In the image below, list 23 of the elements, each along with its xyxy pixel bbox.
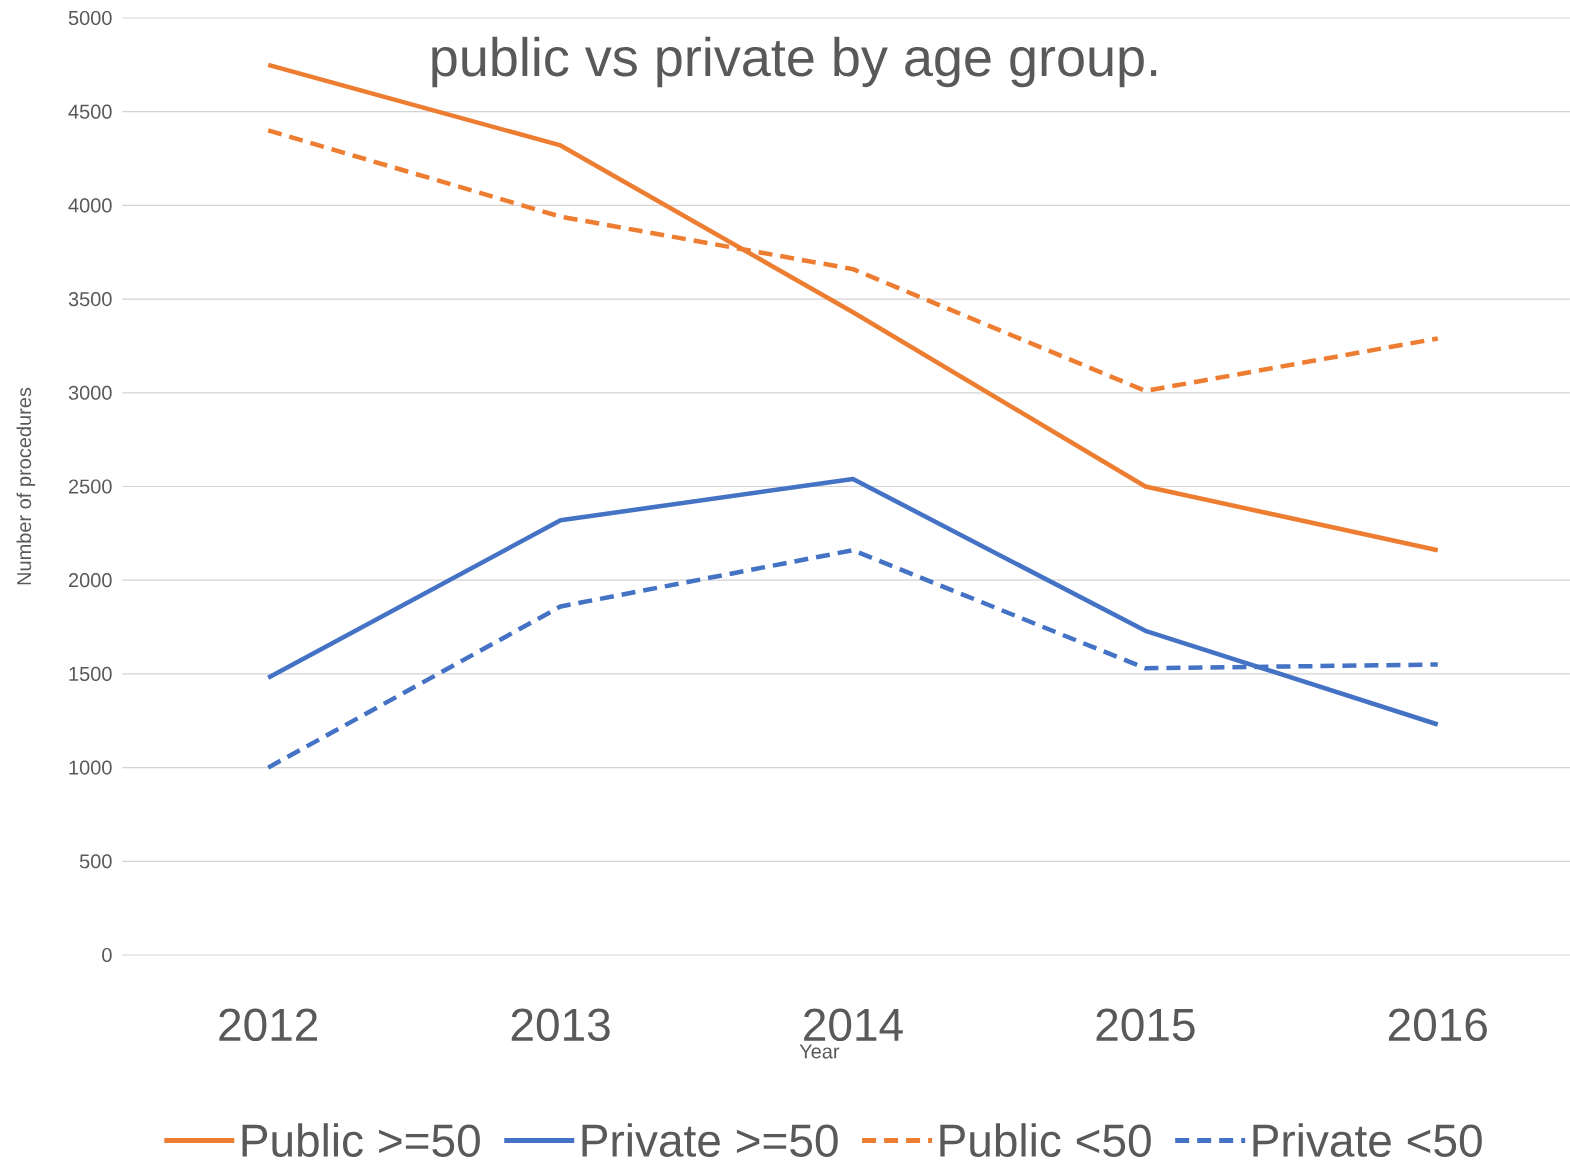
x-tick-label: 2014 — [804, 1008, 903, 1042]
x-tick-label: 2015 — [1096, 1008, 1195, 1042]
y-tick-label: 3000 — [68, 385, 112, 400]
y-tick-label: 4500 — [68, 104, 112, 119]
x-tick-label: 2013 — [511, 1008, 610, 1042]
x-tick-label: 2016 — [1388, 1008, 1487, 1042]
y-axis-title: Number of procedures — [16, 387, 36, 585]
legend-label: Private <50 — [1253, 1123, 1482, 1157]
y-tick-label: 5000 — [68, 10, 112, 26]
y-tick-label: 2500 — [68, 479, 112, 494]
y-tick-label: 1000 — [69, 760, 112, 775]
legend-label: Public >=50 — [242, 1123, 480, 1157]
x-axis-title: Year — [799, 1044, 840, 1059]
legend-label: Private >=50 — [582, 1123, 838, 1157]
legend-label: Public <50 — [940, 1123, 1151, 1157]
y-tick-label: 4000 — [68, 198, 112, 213]
chart-title: public vs private by age group. — [432, 36, 1157, 88]
y-tick-label: 1500 — [69, 666, 112, 681]
y-tick-label: 3500 — [68, 292, 112, 307]
y-tick-label: 500 — [79, 854, 112, 869]
y-tick-label: 0 — [102, 947, 112, 963]
x-tick-label: 2012 — [219, 1008, 318, 1042]
y-tick-label: 2000 — [68, 573, 112, 588]
